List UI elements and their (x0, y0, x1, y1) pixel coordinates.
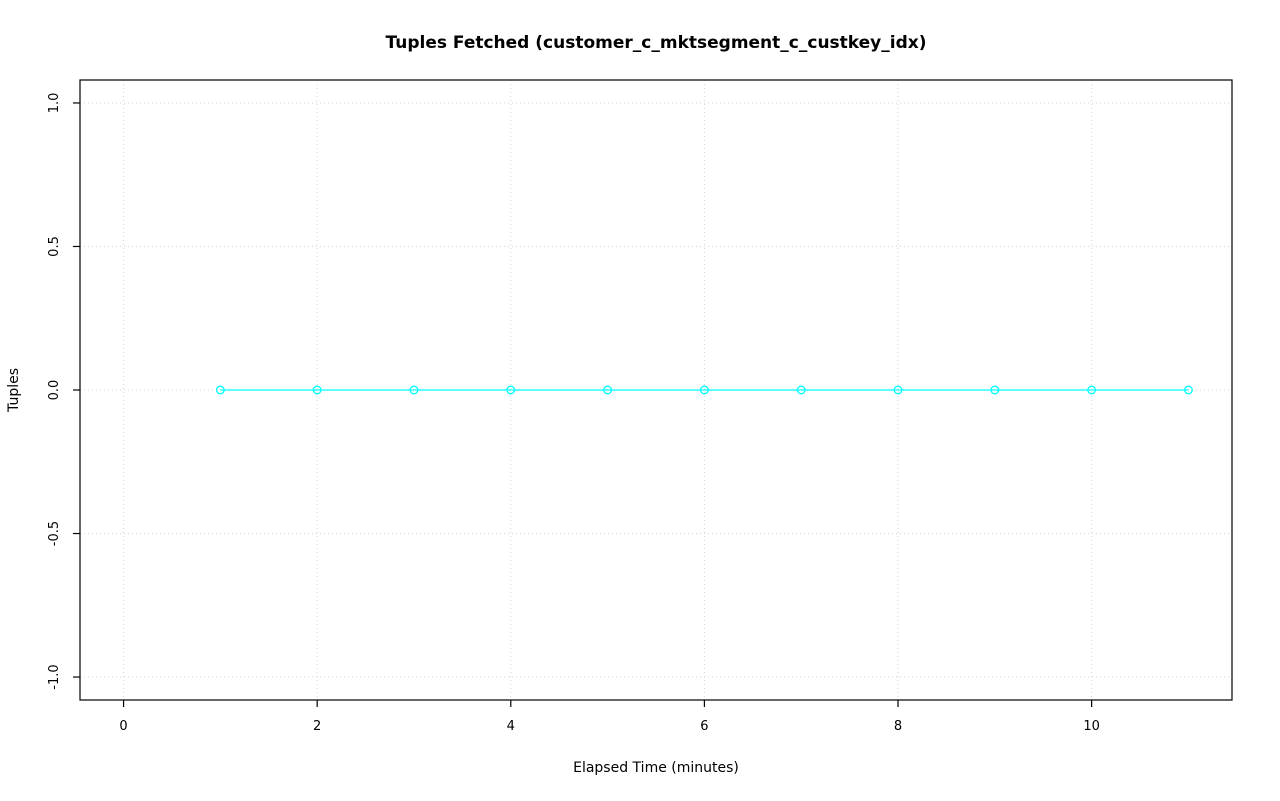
data-point (796, 385, 806, 395)
x-tick-label: 0 (119, 719, 127, 734)
y-tick-label: 0.0 (47, 380, 62, 401)
data-point (1087, 385, 1097, 395)
x-tick-label: 6 (700, 719, 708, 734)
data-point (1183, 385, 1193, 395)
data-point (506, 385, 516, 395)
y-tick-label: -1.0 (47, 664, 62, 689)
data-point (990, 385, 1000, 395)
data-point (312, 385, 322, 395)
data-point (215, 385, 225, 395)
y-axis-label: Tuples (6, 368, 22, 413)
x-tick-label: 4 (507, 719, 515, 734)
y-tick-label: -0.5 (47, 521, 62, 546)
x-tick-label: 10 (1083, 719, 1100, 734)
data-series (215, 385, 1193, 395)
chart-title: Tuples Fetched (customer_c_mktsegment_c_… (386, 33, 927, 53)
y-tick-label: 1.0 (47, 93, 62, 114)
x-tick-label: 2 (313, 719, 321, 734)
data-point (893, 385, 903, 395)
axes: 0 2 4 6 8 10 -1.0 -0.5 0.0 0.5 1.0 (47, 93, 1100, 734)
x-tick-label: 8 (894, 719, 902, 734)
y-tick-label: 0.5 (47, 236, 62, 257)
x-axis-label: Elapsed Time (minutes) (573, 760, 739, 776)
data-point (699, 385, 709, 395)
data-point (603, 385, 613, 395)
data-point (409, 385, 419, 395)
